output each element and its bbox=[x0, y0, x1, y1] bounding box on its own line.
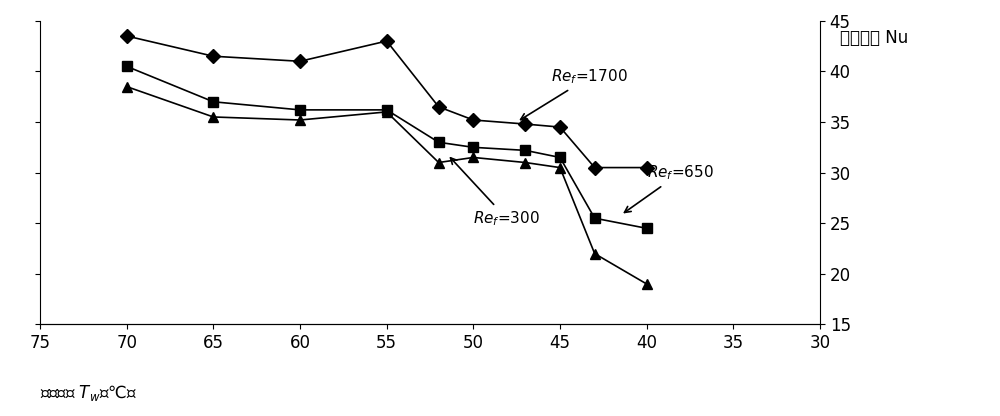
Text: $Re_f$=650: $Re_f$=650 bbox=[624, 164, 714, 213]
Text: $Re_f$=1700: $Re_f$=1700 bbox=[521, 67, 628, 119]
Text: 壁面温度 $T_w$（℃）: 壁面温度 $T_w$（℃） bbox=[40, 383, 137, 403]
Text: $Re_f$=300: $Re_f$=300 bbox=[450, 158, 540, 228]
Text: 努希尔数 Nu: 努希尔数 Nu bbox=[840, 29, 908, 47]
